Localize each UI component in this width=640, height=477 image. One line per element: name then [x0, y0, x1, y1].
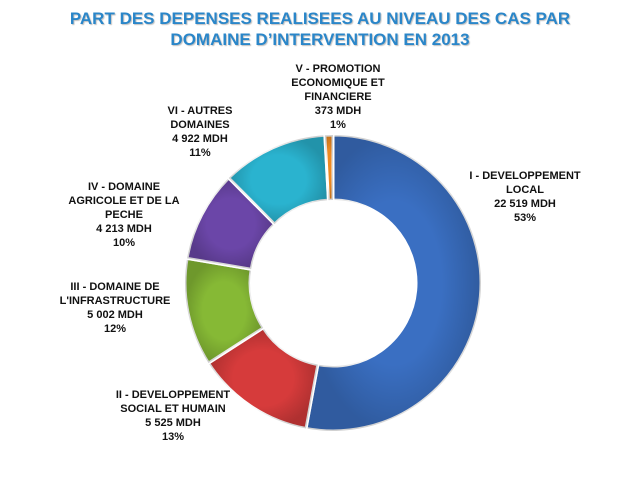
slice-label-line: IV - DOMAINE [87, 181, 161, 193]
slice-percent-label: 53% [513, 212, 537, 224]
chart-title-line-1: PART DES DEPENSES REALISEES AU NIVEAU DE… [69, 9, 571, 28]
slice-label-line: I - DEVELOPPEMENT [469, 170, 581, 182]
slice-value-label: 4 922 MDH [172, 133, 228, 145]
slice-percent-label: 11% [189, 147, 211, 159]
slice-label-line: II - DEVELOPPEMENT [115, 389, 231, 401]
slice-percent-label: 13% [161, 431, 185, 443]
donut-slice-shading-1 [306, 135, 481, 431]
slice-label-agricole-peche: IV - DOMAINE AGRICOLE ET DE LA PECHE 4 2… [54, 180, 194, 250]
slice-label-line: LOCAL [506, 184, 544, 196]
slice-percent-label: 12% [103, 323, 127, 335]
slice-label-autres-domaines: VI - AUTRES DOMAINES 4 922 MDH 11% [140, 104, 260, 160]
slice-label-line: L'INFRASTRUCTURE [59, 295, 171, 307]
slice-label-infrastructure: III - DOMAINE DE L'INFRASTRUCTURE 5 002 … [40, 280, 190, 336]
slice-label-line: AGRICOLE ET DE LA [68, 195, 180, 207]
chart-title: PART DES DEPENSES REALISEES AU NIVEAU DE… [0, 8, 640, 50]
donut-slice-shading-3 [185, 258, 264, 364]
slice-label-line: FINANCIERE [304, 91, 372, 103]
slice-label-line: III - DOMAINE DE [70, 281, 160, 293]
slice-label-developpement-social: II - DEVELOPPEMENT SOCIAL ET HUMAIN 5 52… [88, 388, 258, 444]
slice-label-developpement-local: I - DEVELOPPEMENT LOCAL 22 519 MDH 53% [440, 169, 610, 225]
donut-slice-shading-6 [324, 135, 333, 201]
slice-value-label: 373 MDH [314, 105, 362, 117]
donut-slice-shading-5 [228, 135, 329, 225]
slice-value-label: 5 002 MDH [87, 309, 143, 321]
donut-slice-shading-2 [208, 327, 318, 429]
slice-label-line: DOMAINES [170, 119, 230, 131]
slice-value-label: 4 213 MDH [96, 223, 152, 235]
slice-label-line: V - PROMOTION [295, 63, 381, 75]
donut-slice-shading-4 [187, 177, 275, 270]
slice-label-line: ECONOMIQUE ET [291, 77, 385, 89]
slice-label-promotion-economique: V - PROMOTION ECONOMIQUE ET FINANCIERE 3… [268, 62, 408, 132]
slice-label-line: PECHE [105, 209, 143, 221]
slice-value-label: 22 519 MDH [494, 198, 556, 210]
chart-title-line-2: DOMAINE D’INTERVENTION EN 2013 [170, 30, 470, 49]
slice-percent-label: 10% [112, 237, 136, 249]
slice-value-label: 5 525 MDH [145, 417, 201, 429]
slice-percent-label: 1% [330, 119, 346, 131]
slice-label-line: SOCIAL ET HUMAIN [120, 403, 226, 415]
slice-label-line: VI - AUTRES [167, 105, 233, 117]
